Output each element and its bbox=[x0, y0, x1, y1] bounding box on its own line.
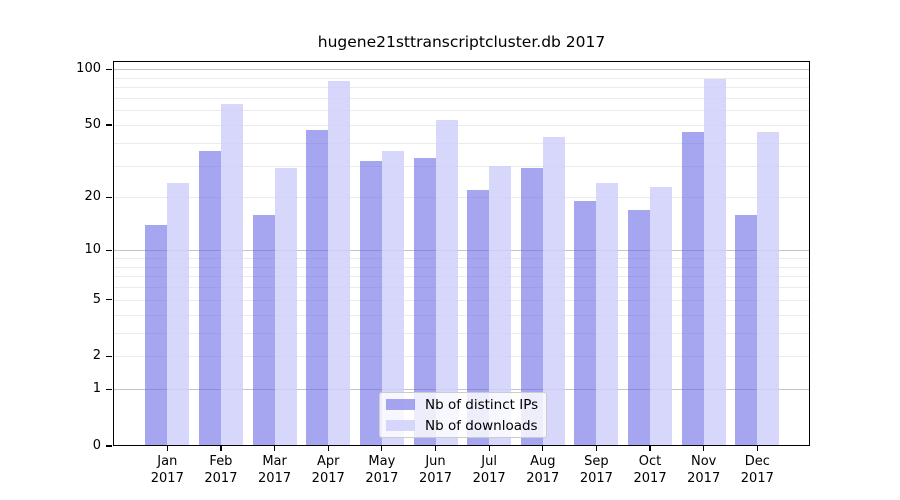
x-tick-label-jun-2017: Jun 2017 bbox=[418, 454, 453, 486]
bar-nb-of-distinct-ips-apr-2017 bbox=[306, 129, 329, 446]
bar-nb-of-downloads-mar-2017 bbox=[274, 168, 297, 446]
y-tick-100 bbox=[106, 68, 112, 70]
x-tick-apr-2017 bbox=[327, 446, 329, 451]
gridline-minor-70 bbox=[113, 97, 810, 99]
y-tick-label-2: 2 bbox=[92, 348, 101, 364]
x-tick-label-feb-2017: Feb 2017 bbox=[204, 454, 238, 486]
gridline-minor-20 bbox=[113, 197, 810, 199]
legend-label-distinct-ips: Nb of distinct IPs bbox=[425, 396, 539, 413]
y-tick-label-0: 0 bbox=[92, 438, 101, 453]
gridline-minor-5 bbox=[113, 299, 810, 301]
gridline-minor-40 bbox=[113, 142, 810, 144]
x-tick-label-jul-2017: Jul 2017 bbox=[472, 454, 506, 486]
x-tick-dec-2017 bbox=[756, 446, 758, 451]
x-tick-aug-2017 bbox=[542, 446, 544, 451]
legend-swatch-distinct-ips bbox=[386, 399, 415, 410]
x-tick-label-oct-2017: Oct 2017 bbox=[633, 454, 667, 486]
bar-nb-of-distinct-ips-jul-2017 bbox=[467, 189, 490, 446]
bar-nb-of-distinct-ips-may-2017 bbox=[359, 160, 382, 446]
bar-nb-of-downloads-sep-2017 bbox=[596, 183, 619, 446]
y-tick-1 bbox=[106, 388, 112, 390]
y-tick-2 bbox=[106, 355, 112, 357]
bar-nb-of-downloads-apr-2017 bbox=[328, 81, 351, 446]
bar-nb-of-distinct-ips-nov-2017 bbox=[681, 131, 704, 446]
x-tick-jan-2017 bbox=[166, 446, 168, 451]
bar-nb-of-downloads-oct-2017 bbox=[650, 186, 673, 446]
legend-label-downloads: Nb of downloads bbox=[425, 417, 538, 434]
x-tick-label-dec-2017: Dec 2017 bbox=[740, 454, 774, 486]
gridline-minor-50 bbox=[113, 124, 810, 126]
gridline-major-1 bbox=[113, 389, 810, 391]
bar-nb-of-downloads-dec-2017 bbox=[757, 131, 780, 446]
bar-nb-of-downloads-nov-2017 bbox=[703, 78, 726, 446]
gridline-minor-9 bbox=[113, 258, 810, 259]
bar-nb-of-distinct-ips-jun-2017 bbox=[413, 158, 436, 446]
bar-nb-of-distinct-ips-feb-2017 bbox=[198, 151, 221, 446]
gridline-minor-7 bbox=[113, 276, 810, 278]
y-tick-label-1: 1 bbox=[92, 381, 101, 397]
y-tick-50 bbox=[106, 124, 112, 126]
legend: Nb of distinct IPs Nb of downloads bbox=[379, 392, 547, 438]
plot-area: Jan 2017 Feb 2017 Mar 2017 Apr 2017 May 2017… bbox=[76, 61, 810, 486]
gridline-minor-90 bbox=[113, 77, 810, 79]
gridline-minor-80 bbox=[113, 87, 810, 89]
gridline-major-10 bbox=[113, 250, 810, 252]
gridline-minor-60 bbox=[113, 110, 810, 112]
x-tick-jun-2017 bbox=[434, 446, 437, 451]
x-tick-mar-2017 bbox=[273, 446, 276, 451]
gridline-minor-8 bbox=[113, 266, 810, 268]
x-tick-label-sep-2017: Sep 2017 bbox=[579, 454, 613, 486]
bar-nb-of-downloads-jan-2017 bbox=[167, 183, 190, 446]
x-tick-label-aug-2017: Aug 2017 bbox=[526, 454, 560, 486]
y-tick-10 bbox=[106, 249, 112, 251]
legend-swatch-downloads bbox=[386, 420, 415, 431]
x-tick-may-2017 bbox=[381, 446, 383, 451]
gridline-minor-6 bbox=[113, 287, 810, 289]
gridline-minor-3 bbox=[113, 332, 810, 334]
x-tick-oct-2017 bbox=[649, 446, 651, 451]
y-tick-label-100: 100 bbox=[76, 61, 101, 77]
bar-nb-of-downloads-aug-2017 bbox=[542, 137, 565, 446]
x-tick-sep-2017 bbox=[595, 446, 597, 451]
x-tick-jul-2017 bbox=[488, 446, 490, 451]
y-tick-label-5: 5 bbox=[92, 291, 101, 307]
bar-nb-of-downloads-may-2017 bbox=[381, 151, 404, 446]
bar-nb-of-distinct-ips-jan-2017 bbox=[145, 224, 168, 446]
bar-nb-of-distinct-ips-oct-2017 bbox=[628, 210, 651, 446]
x-tick-feb-2017 bbox=[220, 446, 222, 451]
bar-nb-of-downloads-jul-2017 bbox=[489, 165, 512, 446]
bar-nb-of-distinct-ips-sep-2017 bbox=[574, 201, 597, 446]
gridline-minor-4 bbox=[113, 314, 810, 316]
bar-nb-of-distinct-ips-mar-2017 bbox=[252, 214, 275, 446]
legend-item-downloads: Nb of downloads bbox=[380, 416, 546, 435]
x-tick-label-jan-2017: Jan 2017 bbox=[150, 454, 184, 486]
y-tick-0 bbox=[106, 445, 112, 447]
gridline-minor-30 bbox=[113, 165, 810, 167]
y-tick-label-50: 50 bbox=[84, 116, 101, 132]
gridline-major-100 bbox=[113, 69, 810, 71]
y-tick-5 bbox=[106, 299, 112, 301]
y-tick-label-10: 10 bbox=[84, 242, 101, 258]
y-tick-20 bbox=[106, 196, 112, 198]
gridline-minor-2 bbox=[113, 356, 810, 358]
x-tick-label-may-2017: May 2017 bbox=[365, 454, 399, 486]
x-tick-nov-2017 bbox=[703, 446, 705, 451]
x-tick-label-nov-2017: Nov 2017 bbox=[687, 454, 721, 486]
bar-nb-of-downloads-feb-2017 bbox=[220, 103, 243, 446]
bar-nb-of-distinct-ips-dec-2017 bbox=[735, 214, 758, 446]
y-tick-label-20: 20 bbox=[84, 189, 101, 205]
x-tick-label-mar-2017: Mar 2017 bbox=[258, 454, 292, 486]
chart-title: hugene21sttranscriptcluster.db 2017 bbox=[317, 33, 606, 51]
x-tick-label-apr-2017: Apr 2017 bbox=[311, 454, 345, 486]
bar-nb-of-distinct-ips-aug-2017 bbox=[520, 168, 543, 446]
bar-nb-of-downloads-jun-2017 bbox=[435, 120, 458, 446]
legend-item-distinct-ips: Nb of distinct IPs bbox=[380, 395, 546, 414]
